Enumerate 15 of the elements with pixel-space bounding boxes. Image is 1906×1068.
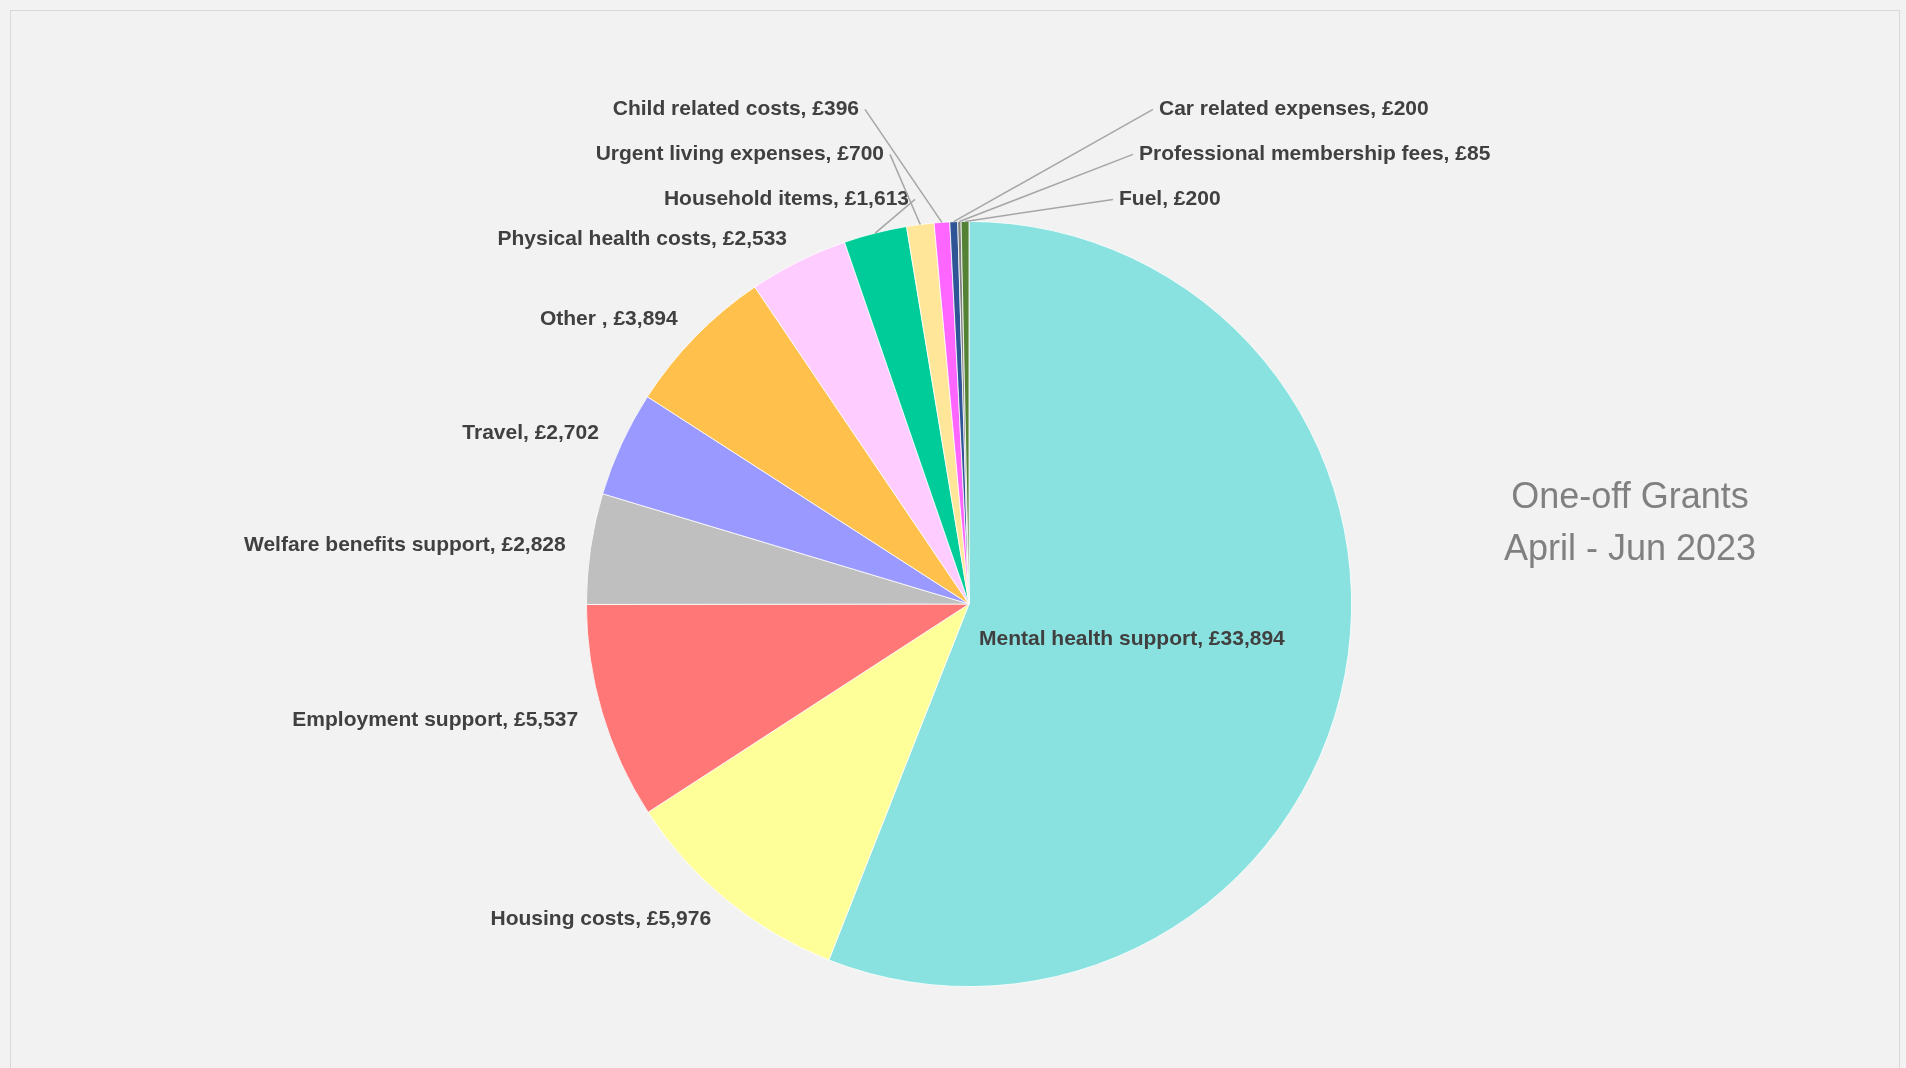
text: April - Jun 2023 <box>1502 526 1758 570</box>
slice-label: Child related costs, £396 <box>612 96 859 120</box>
slice-label: Physical health costs, £2,533 <box>497 226 788 250</box>
text: One-off Grants <box>1510 474 1750 518</box>
slice-label: Mental health support, £33,894 <box>978 625 1286 649</box>
slice-label: Employment support, £5,537 <box>292 706 579 730</box>
slice-label: Car related expenses, £200 <box>1159 96 1429 120</box>
slice-label: Urgent living expenses, £700 <box>595 141 884 165</box>
slice-label: Household items, £1,613 <box>663 186 909 210</box>
slice-label: Fuel, £200 <box>1119 186 1221 210</box>
slice-label: Housing costs, £5,976 <box>490 906 712 930</box>
slice-label: Welfare benefits support, £2,828 <box>243 531 567 555</box>
slice-label: Professional membership fees, £85 <box>1139 141 1491 165</box>
slice-label: Other , £3,894 <box>539 305 678 329</box>
slice-label: Travel, £2,702 <box>462 419 599 443</box>
